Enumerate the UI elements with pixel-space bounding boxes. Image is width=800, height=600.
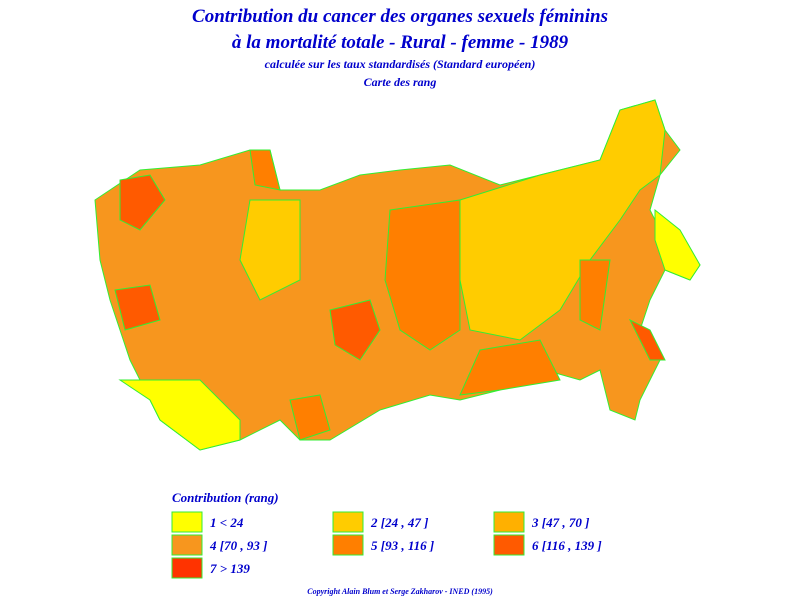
region (384, 199, 461, 351)
legend-title: Contribution (rang) (172, 490, 279, 505)
map (94, 99, 701, 451)
legend: Contribution (rang) 1 < 24 2 [24 , 47 ] 3 … (171, 490, 602, 579)
legend-swatch (171, 511, 203, 533)
legend-label: 2 [24 , 47 ] (370, 515, 428, 530)
legend-label: 4 [70 , 93 ] (209, 538, 267, 553)
header: Contribution du cancer des organes sexue… (192, 6, 608, 89)
legend-label: 7 > 139 (210, 561, 250, 576)
legend-label: 3 [47 , 70 ] (531, 515, 589, 530)
legend-swatch (171, 534, 203, 556)
region (239, 199, 301, 301)
region (329, 299, 381, 361)
region (459, 339, 561, 396)
region (579, 259, 611, 331)
region (628, 318, 666, 361)
legend-swatch (332, 534, 364, 556)
title-line: Contribution du cancer des organes sexue… (192, 6, 608, 27)
region (289, 394, 331, 441)
region (118, 379, 241, 451)
region (249, 149, 281, 191)
subtitle: calculée sur les taux standardisés (Stan… (265, 57, 536, 71)
legend-label: 1 < 24 (210, 515, 244, 530)
legend-label: 6 [116 , 139 ] (532, 538, 602, 553)
title-line: à la mortalité totale - Rural - femme - … (232, 32, 569, 53)
region (119, 174, 166, 231)
legend-swatch (493, 534, 525, 556)
region (654, 208, 701, 281)
legend-swatch (493, 511, 525, 533)
region (459, 99, 666, 341)
legend-swatch (332, 511, 364, 533)
subtitle: Carte des rang (364, 75, 437, 89)
legend-swatch (171, 557, 203, 579)
legend-label: 5 [93 , 116 ] (371, 538, 434, 553)
region (114, 284, 161, 331)
copyright: Copyright Alain Blum et Serge Zakharov -… (307, 587, 493, 596)
